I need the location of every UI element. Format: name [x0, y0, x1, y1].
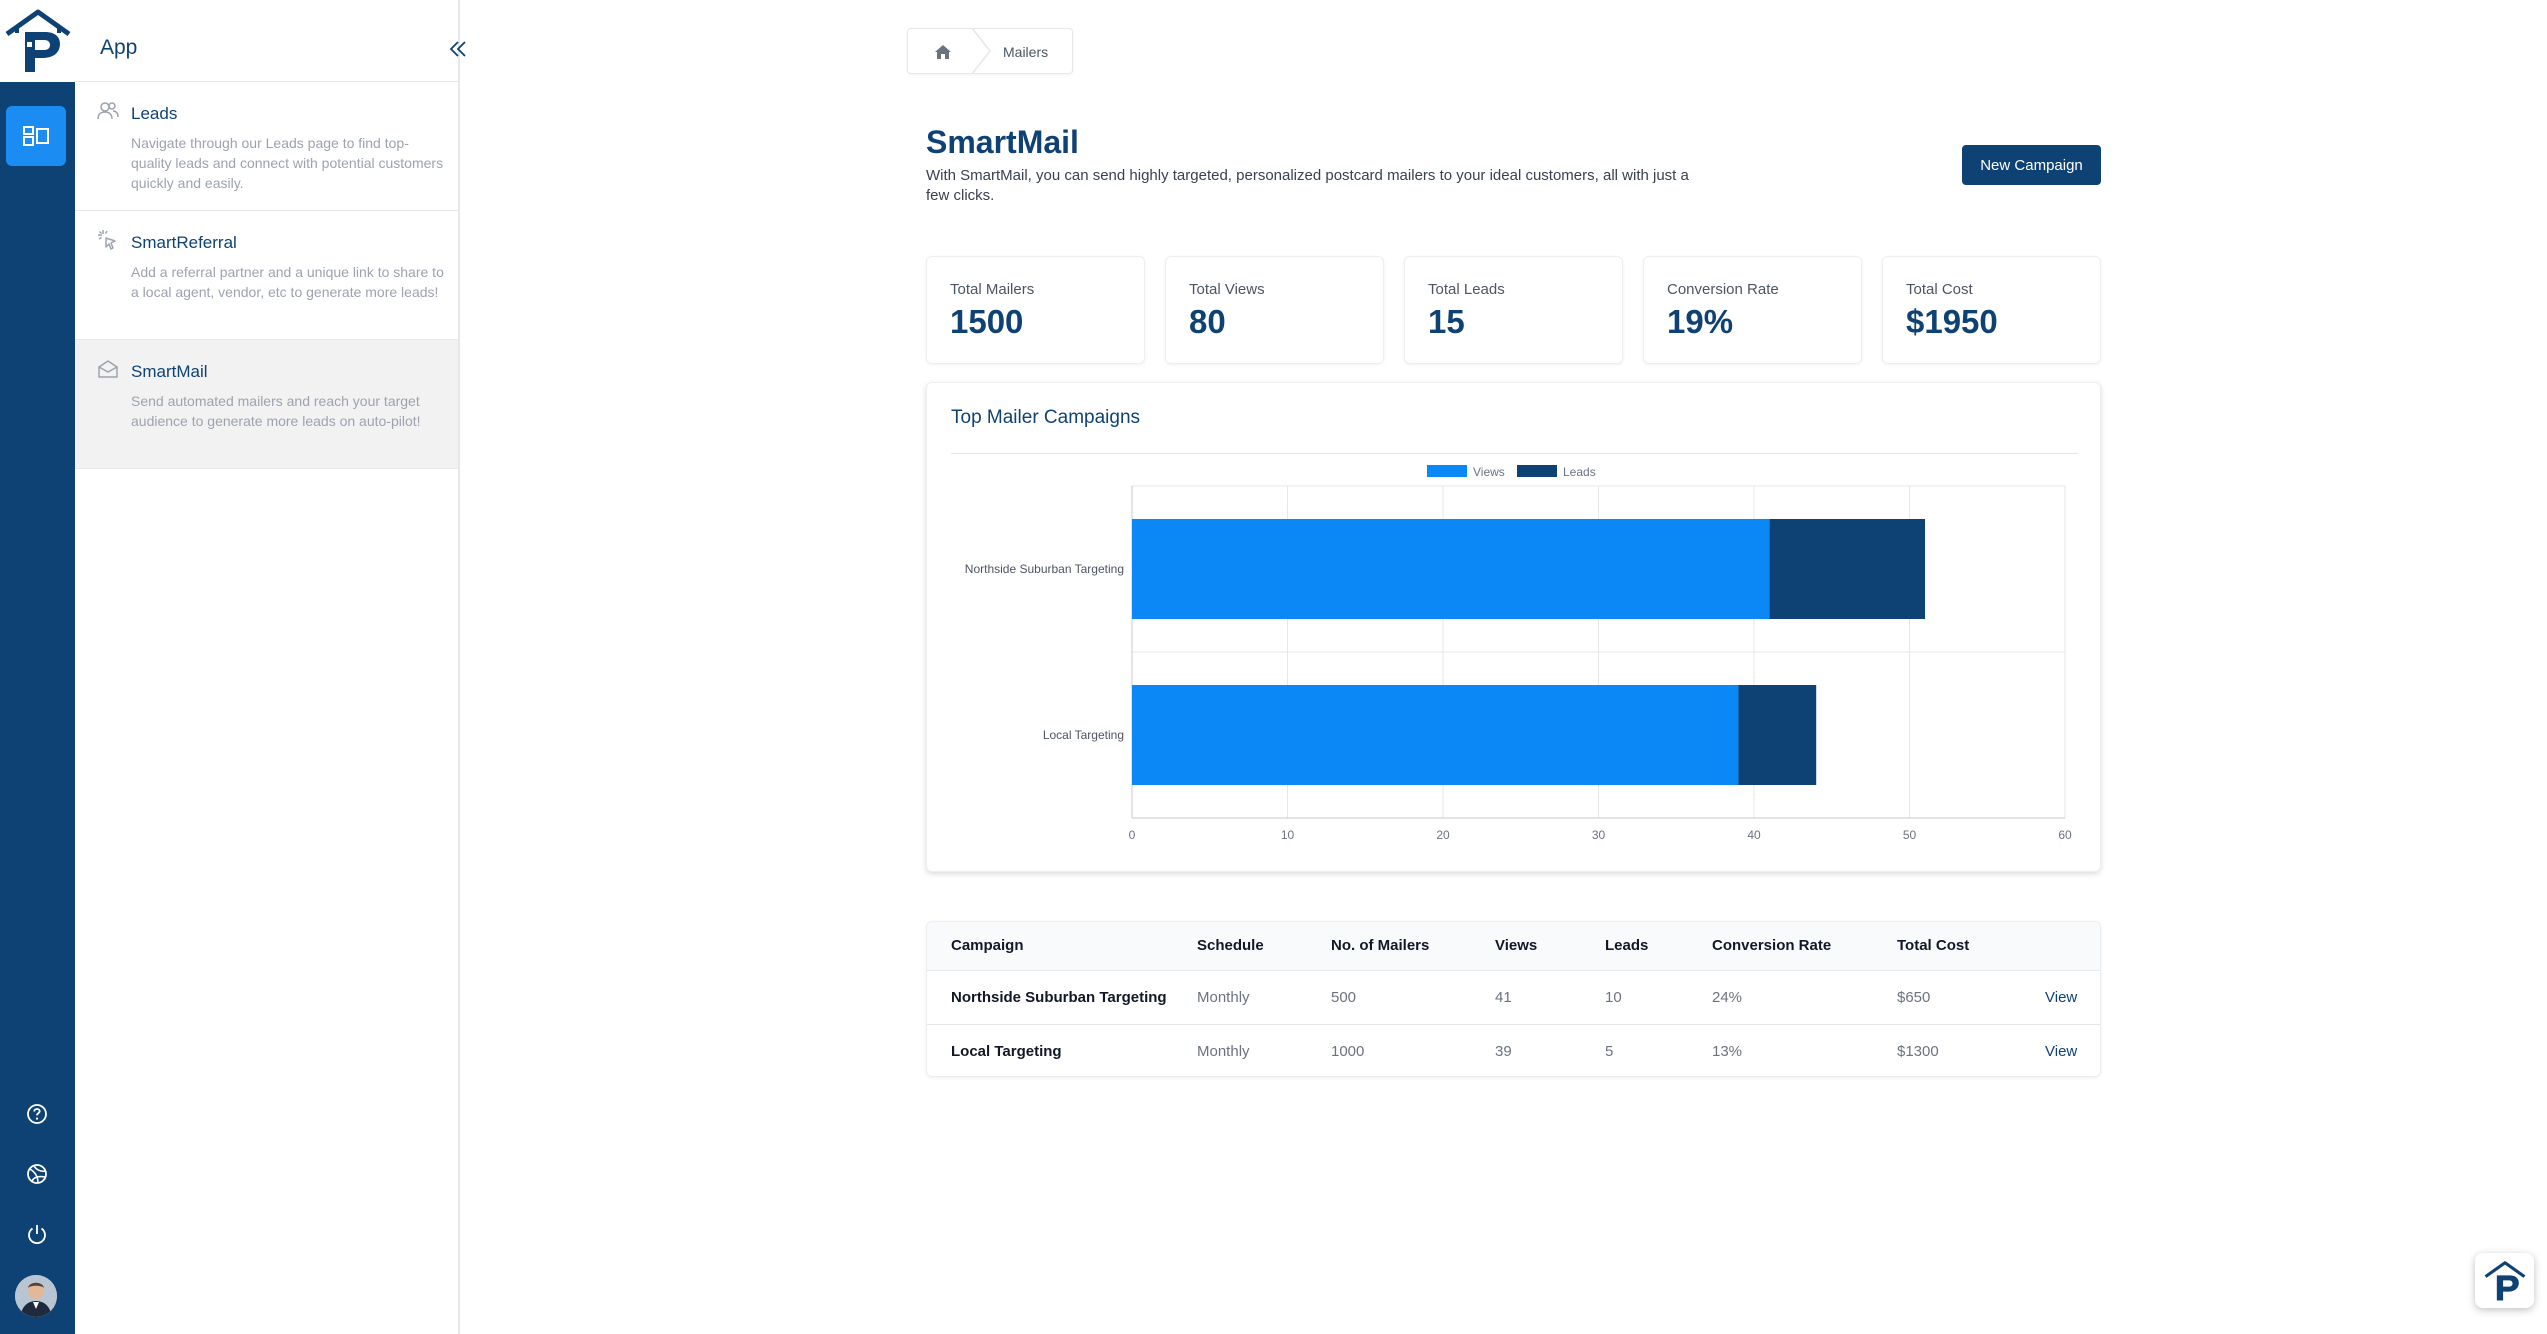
stat-label: Total Mailers: [950, 281, 1035, 298]
app-sidebar: App Leads Navigate through our Leads pag…: [75, 0, 466, 1334]
new-campaign-button[interactable]: New Campaign: [1962, 145, 2101, 185]
home-icon[interactable]: [933, 42, 953, 62]
mailers-cell: 500: [1331, 989, 1357, 1006]
mail-open-icon: [97, 358, 119, 380]
breadcrumb-current[interactable]: Mailers: [1003, 44, 1049, 60]
schedule-cell: Monthly: [1197, 1043, 1250, 1060]
sidebar-item-smartreferral[interactable]: SmartReferral Add a referral partner and…: [75, 211, 458, 340]
stat-value: 19%: [1667, 303, 1734, 340]
sidebar-item-smartmail[interactable]: SmartMail Send automated mailers and rea…: [75, 340, 458, 469]
campaign-name: Local Targeting: [951, 1043, 1062, 1060]
breadcrumb-separator: [971, 28, 991, 74]
chart-title: Top Mailer Campaigns: [951, 407, 1141, 428]
globe-icon[interactable]: [18, 1155, 56, 1193]
stat-card-total-views: Total Views 80: [1165, 256, 1384, 364]
stat-value: 15: [1428, 303, 1465, 340]
bar-views: [1132, 685, 1739, 785]
legend-swatch: [1517, 465, 1557, 477]
sidebar-header: App: [75, 0, 466, 82]
leads-cell: 10: [1605, 989, 1622, 1006]
users-icon: [97, 100, 119, 122]
campaign-name: Northside Suburban Targeting: [951, 989, 1167, 1006]
stat-value: $1950: [1906, 303, 1998, 340]
leads-cell: 5: [1605, 1043, 1614, 1060]
legend-swatch: [1427, 465, 1467, 477]
bar-leads: [1738, 685, 1817, 785]
bar-chart: 0 10 20 30 40 50 60 Northside Suburban Targetin…: [965, 465, 2072, 842]
stat-label: Total Cost: [1906, 281, 1973, 298]
sidebar-item-description: Navigate through our Leads page to find …: [131, 135, 444, 191]
page-title: SmartMail: [926, 124, 1079, 160]
x-tick-label: 40: [1747, 828, 1761, 842]
stat-card-total-leads: Total Leads 15: [1404, 256, 1623, 364]
column-header-leads[interactable]: Leads: [1605, 937, 1649, 954]
table-row: Local Targeting Monthly 1000 39 5 13% $1…: [927, 1026, 2100, 1076]
sidebar-item-title: SmartReferral: [131, 233, 237, 252]
y-category-label: Northside Suburban Targeting: [965, 562, 1124, 576]
stat-card-conversion-rate: Conversion Rate 19%: [1643, 256, 1862, 364]
bar-views: [1132, 519, 1770, 619]
apps-grid-icon[interactable]: [6, 106, 66, 166]
stat-value: 80: [1189, 303, 1226, 340]
column-header-campaign[interactable]: Campaign: [951, 937, 1024, 954]
sidebar-item-description: Add a referral partner and a unique link…: [131, 264, 444, 300]
cost-cell: $650: [1897, 989, 1931, 1006]
cost-cell: $1300: [1897, 1043, 1939, 1060]
power-icon[interactable]: [18, 1215, 56, 1253]
column-header-views[interactable]: Views: [1495, 937, 1538, 954]
brand-widget-icon[interactable]: [2475, 1253, 2534, 1308]
conversion-cell: 13%: [1712, 1043, 1743, 1060]
stat-value: 1500: [950, 303, 1024, 340]
page-description: With SmartMail, you can send highly targ…: [926, 167, 1689, 204]
sparkle-click-icon: [97, 229, 119, 251]
y-category-label: Local Targeting: [1043, 728, 1124, 742]
stat-label: Total Leads: [1428, 281, 1505, 298]
breadcrumb: Mailers: [907, 28, 1073, 74]
views-cell: 39: [1495, 1043, 1512, 1060]
stat-label: Total Views: [1189, 281, 1265, 298]
avatar[interactable]: [15, 1275, 57, 1317]
campaigns-table: Campaign Schedule No. of Mailers Views L…: [926, 921, 2101, 1077]
legend-label: Views: [1473, 465, 1505, 479]
x-tick-label: 10: [1281, 828, 1295, 842]
help-circle-icon[interactable]: [18, 1095, 56, 1133]
stat-card-total-cost: Total Cost $1950: [1882, 256, 2101, 364]
legend-label: Leads: [1563, 465, 1596, 479]
column-header-schedule[interactable]: Schedule: [1197, 937, 1264, 954]
x-tick-label: 0: [1129, 828, 1136, 842]
stat-card-total-mailers: Total Mailers 1500: [926, 256, 1145, 364]
sidebar-item-title: SmartMail: [131, 362, 208, 381]
x-tick-label: 30: [1592, 828, 1606, 842]
column-header-conversion-rate[interactable]: Conversion Rate: [1712, 937, 1832, 954]
sidebar-title: App: [100, 36, 138, 59]
brand-logo-icon[interactable]: [0, 0, 75, 82]
sidebar-item-description: Send automated mailers and reach your ta…: [131, 393, 421, 429]
view-campaign-link[interactable]: View: [2045, 1043, 2078, 1060]
views-cell: 41: [1495, 989, 1512, 1006]
conversion-cell: 24%: [1712, 989, 1743, 1006]
stat-label: Conversion Rate: [1667, 281, 1779, 298]
x-tick-label: 20: [1436, 828, 1450, 842]
nav-rail: [0, 0, 75, 1334]
schedule-cell: Monthly: [1197, 989, 1250, 1006]
column-header-mailers[interactable]: No. of Mailers: [1331, 937, 1430, 954]
chart-divider: [951, 453, 2078, 454]
table-header-row: Campaign Schedule No. of Mailers Views L…: [927, 922, 2100, 971]
double-chevron-left-icon[interactable]: [447, 38, 469, 60]
column-header-total-cost[interactable]: Total Cost: [1897, 937, 1970, 954]
mailers-cell: 1000: [1331, 1043, 1365, 1060]
sidebar-item-title: Leads: [131, 104, 178, 123]
table-row: Northside Suburban Targeting Monthly 500…: [927, 972, 2100, 1025]
bar-leads: [1769, 519, 1926, 619]
view-campaign-link[interactable]: View: [2045, 989, 2078, 1006]
x-tick-label: 60: [2058, 828, 2072, 842]
x-tick-label: 50: [1903, 828, 1917, 842]
top-campaigns-chart-card: Top Mailer Campaigns 0 10 20 30 40 50 60 Norths…: [926, 382, 2101, 872]
sidebar-item-leads[interactable]: Leads Navigate through our Leads page to…: [75, 82, 458, 211]
